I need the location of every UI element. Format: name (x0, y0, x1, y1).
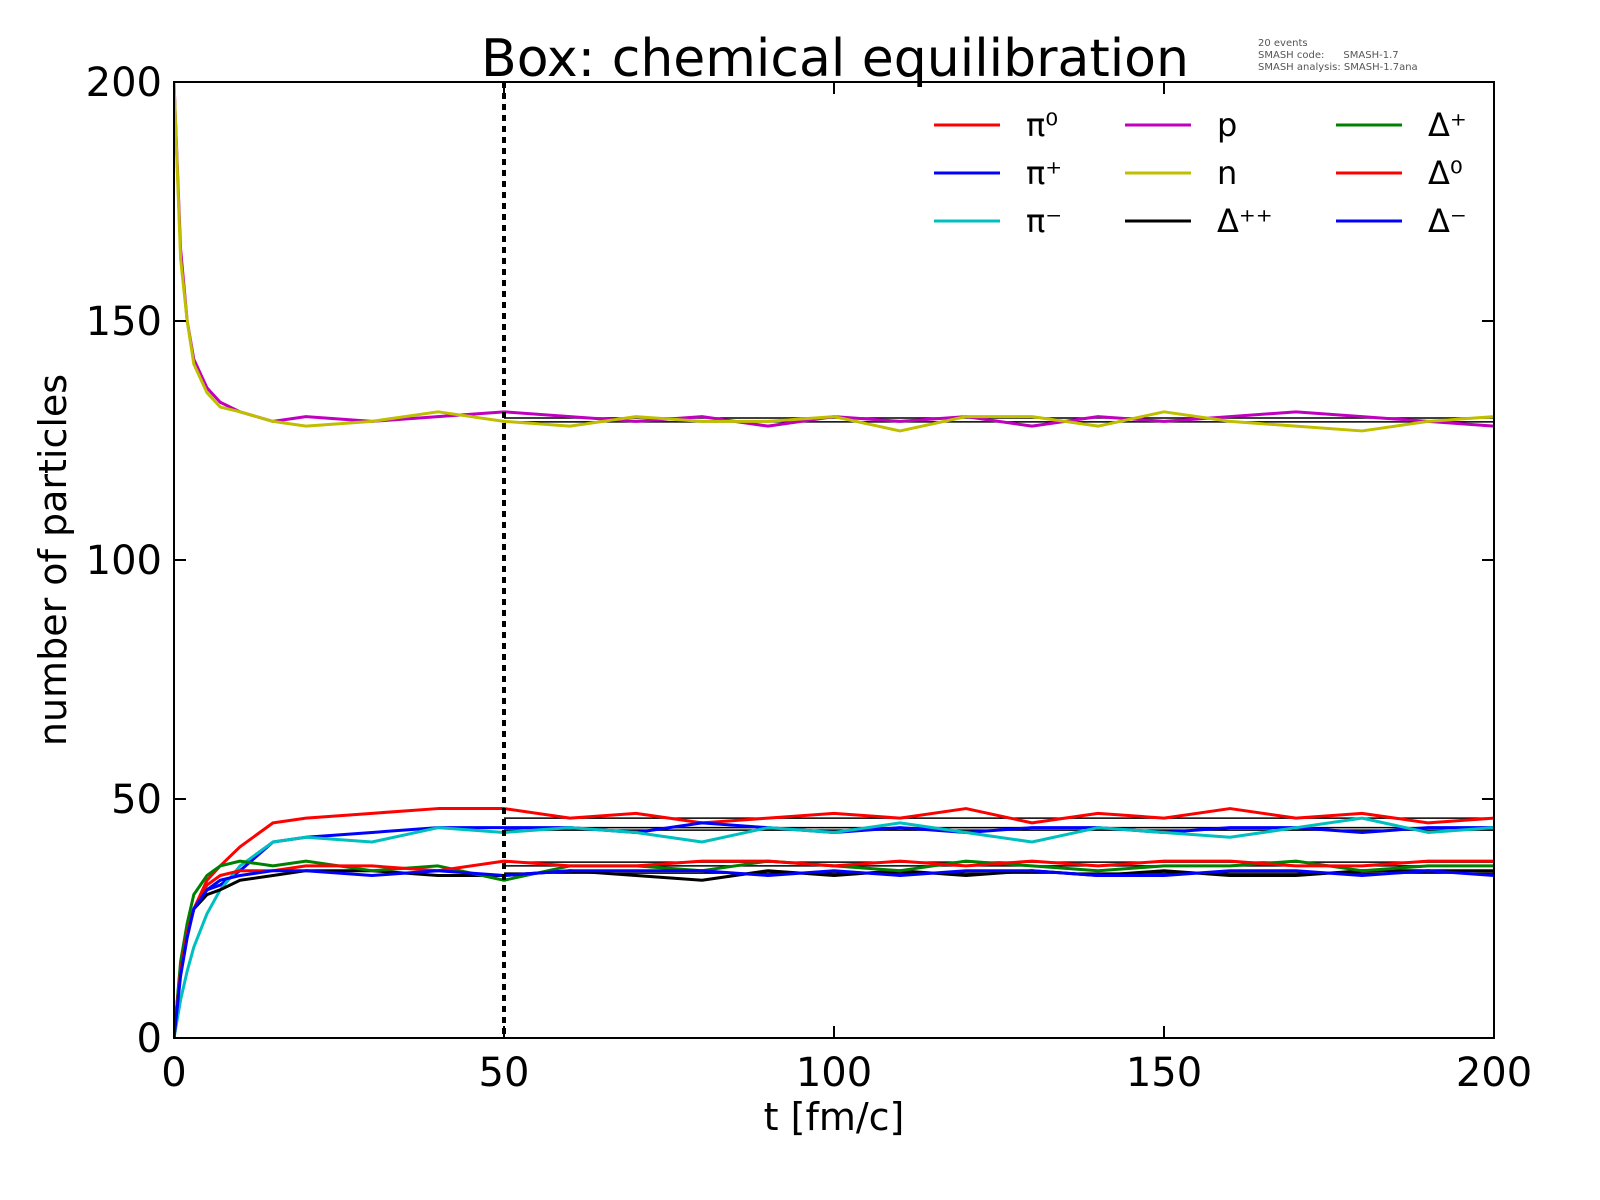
legend-label: π⁰ (1026, 106, 1058, 144)
y-tick-label: 0 (137, 1016, 162, 1062)
chart-title: Box: chemical equilibration (481, 29, 1189, 89)
annotation: 20 events SMASH code: SMASH-1.7 SMASH an… (1258, 38, 1418, 73)
annotation-line: SMASH code: SMASH-1.7 (1258, 50, 1399, 61)
series-line-7 (174, 859, 1494, 1038)
y-tick-label: 150 (86, 299, 162, 345)
legend-label: Δ⁺⁺ (1217, 202, 1273, 240)
legend: π⁰ π⁺ π⁻ pn Δ⁺⁺ Δ⁺ Δ⁰ Δ⁻ (934, 106, 1467, 240)
series-line-4 (174, 82, 1494, 433)
annotation-line: 20 events (1258, 38, 1308, 49)
legend-label: p (1217, 106, 1237, 144)
series-line-5 (174, 869, 1494, 1038)
legend-label: n (1217, 154, 1237, 192)
series-line-6 (174, 859, 1494, 1038)
legend-label: π⁺ (1026, 154, 1062, 192)
x-tick-label: 100 (796, 1050, 872, 1096)
legend-label: π⁻ (1026, 202, 1062, 240)
series-line-3 (174, 82, 1494, 428)
y-tick-label: 200 (86, 60, 162, 106)
equilibrium-lines (504, 417, 1494, 874)
legend-label: Δ⁺ (1428, 106, 1467, 144)
y-tick-label: 50 (111, 777, 162, 823)
legend-label: Δ⁻ (1428, 202, 1467, 240)
plot-frame (173, 81, 1495, 1039)
series-line-0 (174, 807, 1494, 1038)
annotation-line: SMASH analysis: SMASH-1.7ana (1258, 62, 1418, 73)
x-tick-label: 50 (479, 1050, 530, 1096)
axis-ticks: 0 50 100 150 200 0 50 100 150 200 (86, 60, 1533, 1096)
x-tick-label: 200 (1456, 1050, 1532, 1096)
series-line-2 (174, 816, 1494, 1038)
x-tick-label: 0 (161, 1050, 186, 1096)
x-tick-label: 150 (1126, 1050, 1202, 1096)
y-tick-label: 100 (86, 538, 162, 584)
y-axis-label: number of particles (31, 374, 75, 746)
series-line-8 (174, 869, 1494, 1038)
series-line-1 (174, 821, 1494, 1038)
legend-label: Δ⁰ (1428, 154, 1463, 192)
series-group (174, 82, 1494, 1038)
x-axis-label: t [fm/c] (764, 1095, 905, 1139)
